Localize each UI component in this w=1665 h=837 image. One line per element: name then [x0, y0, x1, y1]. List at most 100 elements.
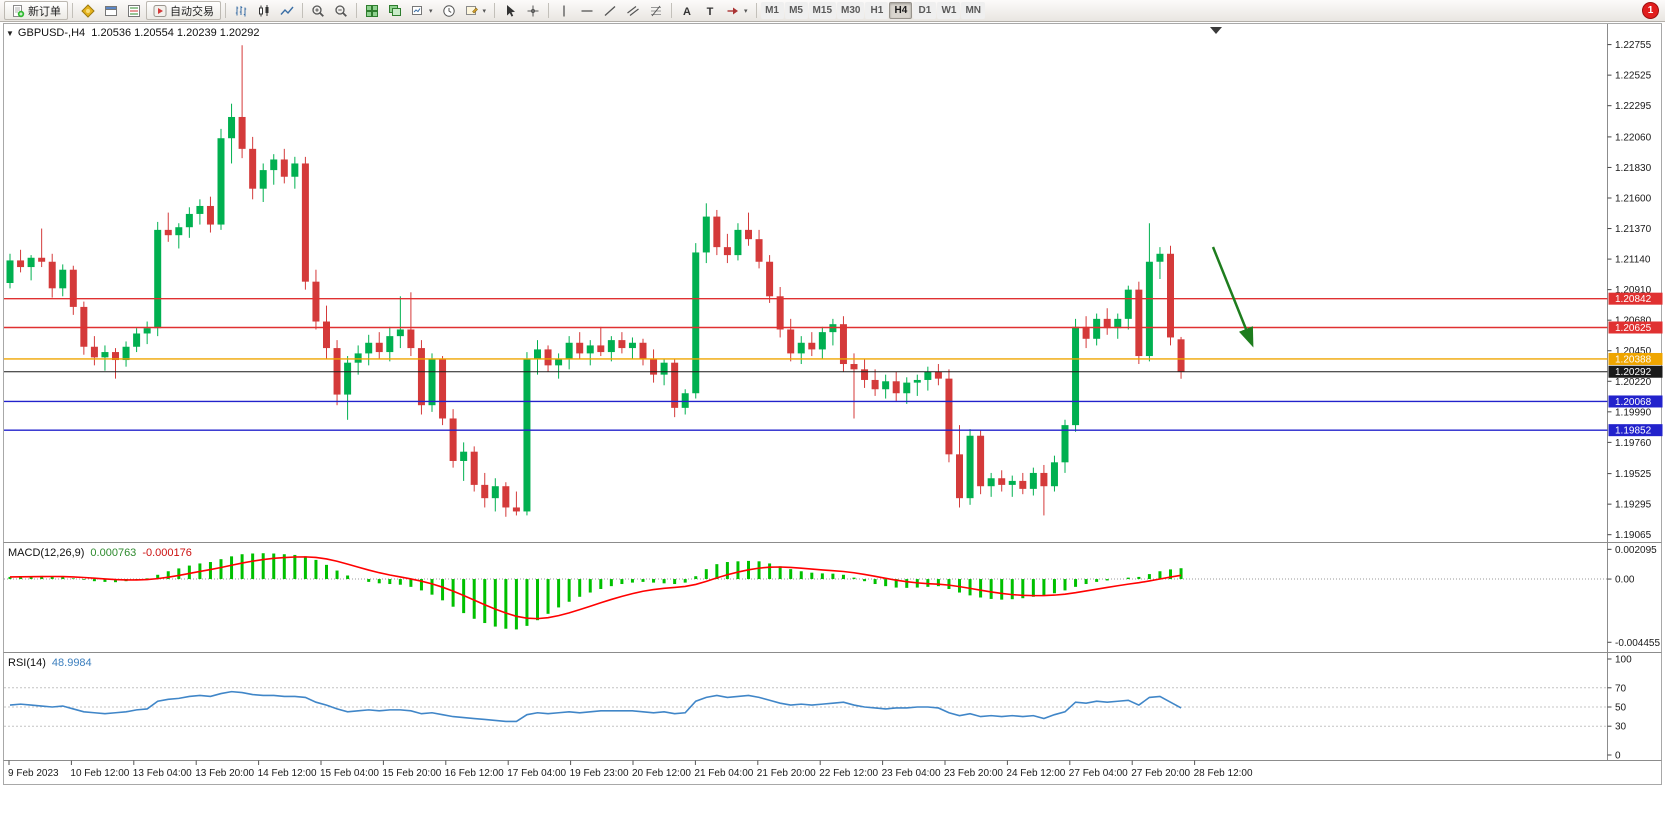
market-watch-button[interactable] — [123, 1, 145, 20]
candle-body — [396, 329, 404, 337]
candle-body — [375, 342, 383, 353]
cascade-windows-button[interactable] — [384, 1, 406, 20]
candle-body — [6, 260, 14, 283]
macd-signal-line — [9, 556, 1182, 620]
candle-body — [523, 358, 531, 512]
rsi-label: RSI(14) — [8, 657, 46, 669]
horizontal-line-button[interactable] — [576, 1, 598, 20]
price-tag-label: 1.20842 — [1615, 294, 1652, 305]
bar-chart-button[interactable] — [230, 1, 252, 20]
macd-panel[interactable]: 0.002095 0.00 -0.004455 — [4, 545, 1660, 649]
chart-shift-marker[interactable] — [1210, 27, 1222, 34]
gold-seal-icon — [81, 3, 95, 18]
window-icon — [105, 5, 117, 16]
dropdown-caret-icon: ▾ — [429, 7, 433, 15]
tf-h4[interactable]: H4 — [889, 2, 913, 19]
candle-body — [1145, 261, 1153, 357]
candle-body — [808, 342, 816, 350]
candle-body — [966, 435, 974, 499]
candlestick-chart[interactable] — [6, 45, 1185, 517]
candle-body — [365, 342, 373, 354]
toolbar-separator — [548, 3, 550, 18]
toolbar-separator — [494, 3, 496, 18]
candle-body — [702, 216, 710, 253]
notification-badge[interactable]: 1 — [1642, 2, 1659, 19]
period-clock-button[interactable] — [438, 1, 460, 20]
candle-body — [892, 381, 900, 394]
fibonacci-button[interactable] — [645, 1, 667, 20]
fibonacci-icon — [651, 5, 662, 16]
date-label: 13 Feb 04:00 — [133, 768, 192, 779]
tile-windows-button[interactable] — [361, 1, 383, 20]
toolbar-separator — [72, 3, 73, 18]
svg-text:A: A — [683, 6, 691, 18]
date-label: 21 Feb 04:00 — [694, 768, 753, 779]
candle-body — [1167, 253, 1174, 338]
tf-w1[interactable]: W1 — [937, 2, 961, 19]
tf-m15[interactable]: M15 — [808, 2, 836, 19]
price-tick-label: 1.19990 — [1615, 407, 1652, 418]
timeframe-group: M1 M5 M15 M30 H1 H4 D1 W1 MN — [760, 2, 986, 19]
candle-body — [628, 342, 636, 349]
horizontal-line-icon — [581, 9, 593, 12]
candle-body — [650, 358, 658, 375]
zoom-out-button[interactable] — [330, 1, 352, 20]
oneclick-arrow-icon[interactable]: ▼ — [6, 29, 14, 38]
date-label: 27 Feb 04:00 — [1069, 768, 1128, 779]
auto-trading-label: 自动交易 — [170, 5, 214, 18]
cursor-button[interactable] — [499, 1, 521, 20]
candle-chart-button[interactable] — [253, 1, 275, 20]
tf-m5[interactable]: M5 — [784, 2, 808, 19]
zoom-in-button[interactable] — [307, 1, 329, 20]
text-tool-button[interactable]: A — [676, 1, 698, 20]
tf-h1[interactable]: H1 — [865, 2, 889, 19]
candle-body — [1093, 318, 1101, 339]
tf-mn[interactable]: MN — [961, 2, 986, 19]
tile-windows-icon — [366, 4, 378, 17]
candle-body — [460, 451, 468, 461]
candle-body — [1019, 480, 1027, 489]
price-tick-label: 1.21140 — [1615, 255, 1651, 266]
candle-body — [818, 332, 826, 350]
templates-button[interactable]: ▾ — [461, 1, 491, 20]
profiles-button[interactable] — [100, 1, 122, 20]
candle-body — [417, 348, 425, 406]
chart-profile-dropdown-button[interactable]: ▾ — [407, 1, 437, 20]
candle-body — [27, 257, 35, 268]
price-tick-label: 1.19760 — [1615, 438, 1652, 449]
shapes-button[interactable]: ▾ — [722, 1, 752, 20]
chart-title-line: ▼ GBPUSD-,H4 1.20536 1.20554 1.20239 1.20… — [6, 27, 260, 39]
arrow-object[interactable] — [1211, 246, 1254, 348]
tf-d1[interactable]: D1 — [913, 2, 937, 19]
rsi-panel[interactable]: 100 70 50 30 0 — [4, 655, 1632, 762]
candle-body — [280, 159, 288, 177]
candle-body — [850, 364, 858, 370]
date-label: 24 Feb 12:00 — [1006, 768, 1065, 779]
clock-icon — [442, 4, 455, 17]
auto-trading-button[interactable]: 自动交易 — [146, 1, 221, 20]
candle-body — [1124, 289, 1132, 319]
line-chart-button[interactable] — [276, 1, 298, 20]
price-axis[interactable]: 1.22755 1.22525 1.22295 1.22060 1.21830 1.216… — [1607, 40, 1652, 541]
dropdown-caret-icon: ▾ — [482, 7, 487, 15]
new-chart-button[interactable] — [77, 1, 99, 20]
date-axis[interactable]: 9 Feb 2023 10 Feb 12:00 13 Feb 04:00 13 Feb… — [8, 760, 1253, 780]
channel-button[interactable] — [622, 1, 644, 20]
svg-text:T: T — [707, 6, 714, 18]
crosshair-button[interactable] — [522, 1, 544, 20]
label-tool-button[interactable]: T — [699, 1, 721, 20]
new-order-button[interactable]: 新订单 — [4, 1, 68, 20]
tf-m30[interactable]: M30 — [837, 2, 865, 19]
candle-body — [238, 116, 246, 149]
candle-body — [101, 352, 109, 358]
tf-m1[interactable]: M1 — [760, 2, 784, 19]
zoom-out-icon — [335, 4, 347, 17]
price-tick-label: 1.22525 — [1615, 71, 1652, 82]
price-tag — [1608, 424, 1663, 437]
candle-body — [1156, 253, 1164, 262]
date-label: 10 Feb 12:00 — [70, 768, 129, 779]
vertical-line-button[interactable] — [553, 1, 575, 20]
candle-body — [565, 342, 573, 359]
trendline-button[interactable] — [599, 1, 621, 20]
